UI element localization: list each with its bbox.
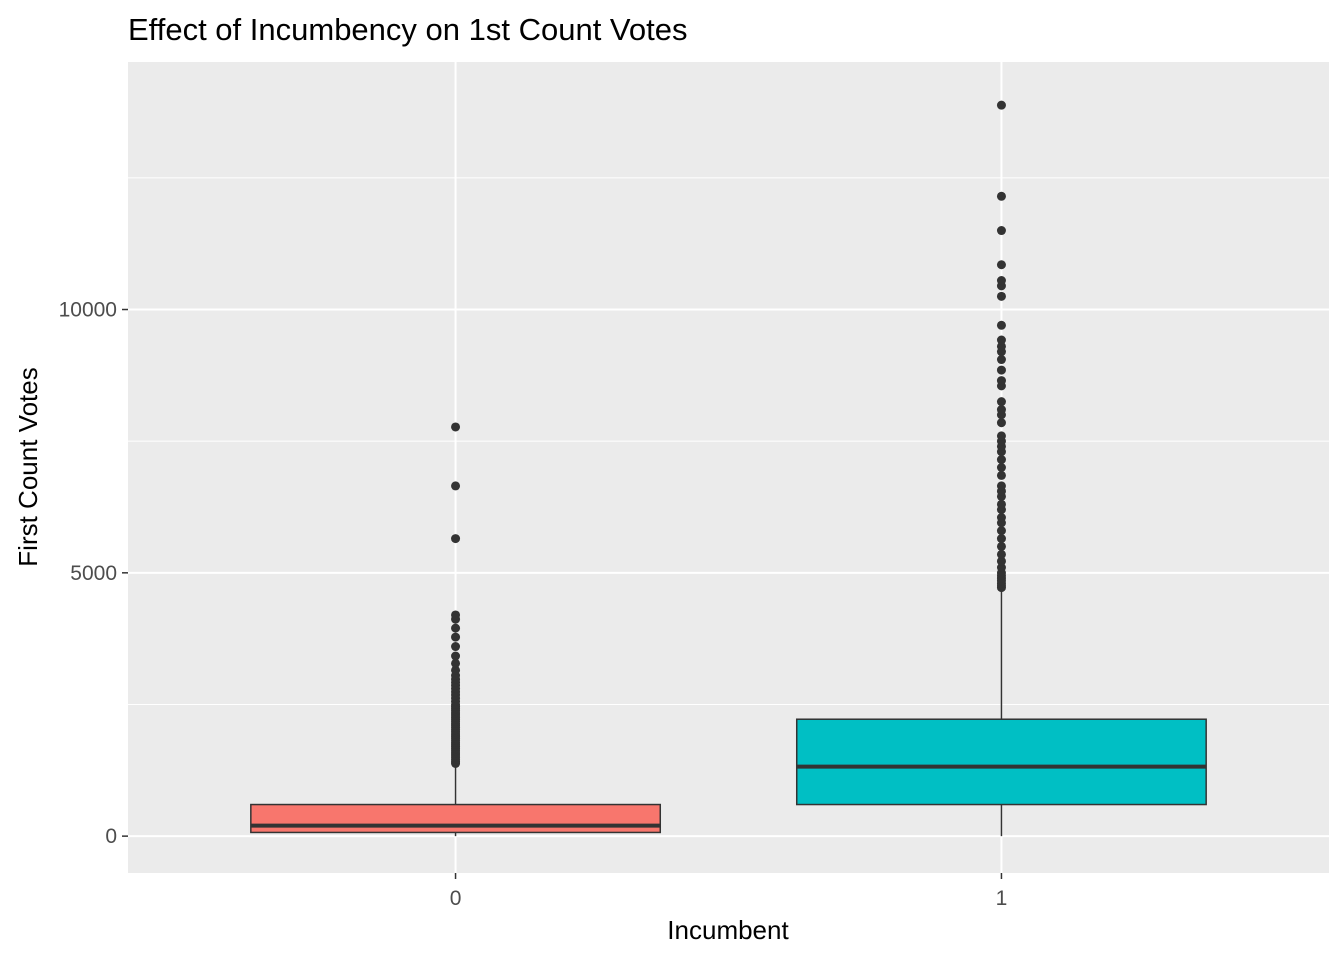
outlier-point — [996, 541, 1006, 551]
outlier-point — [996, 463, 1006, 472]
outlier-point — [996, 376, 1006, 386]
x-tick-label: 0 — [450, 887, 462, 910]
outlier-point — [996, 355, 1006, 365]
outlier-point — [996, 431, 1006, 441]
outlier-point — [451, 422, 461, 432]
y-tick-label: 5000 — [70, 562, 117, 585]
outlier-point — [996, 276, 1006, 286]
outlier-point — [996, 499, 1006, 509]
outlier-point — [996, 335, 1006, 345]
outlier-point — [451, 665, 461, 675]
outlier-point — [996, 191, 1006, 201]
box-1 — [795, 100, 1207, 837]
outlier-point — [451, 534, 461, 544]
outlier-point — [996, 260, 1006, 270]
y-tick-label: 10000 — [59, 299, 117, 322]
outlier-point — [451, 658, 461, 668]
box-0 — [250, 422, 662, 837]
outlier-point — [996, 470, 1006, 480]
outlier-point — [451, 651, 461, 661]
outlier-point — [996, 341, 1006, 351]
outlier-point — [996, 549, 1006, 559]
outlier-point — [451, 642, 461, 652]
chart-title: Effect of Incumbency on 1st Count Votes — [128, 12, 687, 47]
outlier-point — [451, 623, 461, 633]
outlier-point — [451, 632, 461, 642]
y-axis: 0 5000 10000 — [59, 299, 128, 848]
boxes — [250, 100, 1207, 837]
outlier-point — [996, 455, 1006, 465]
outlier-point — [451, 610, 461, 620]
outlier-point — [451, 481, 461, 491]
box-iqr — [250, 803, 662, 834]
outlier-point — [996, 526, 1006, 536]
outlier-point — [996, 226, 1006, 236]
outlier-point — [996, 365, 1006, 375]
outlier-point — [996, 397, 1006, 407]
y-tick-label: 0 — [105, 825, 117, 848]
outlier-point — [996, 320, 1006, 330]
outlier-point — [996, 563, 1006, 573]
box-iqr — [795, 718, 1207, 806]
outlier-point — [996, 405, 1006, 415]
x-axis-title: Incumbent — [667, 915, 789, 945]
outlier-point — [996, 100, 1006, 110]
outlier-point — [996, 513, 1006, 523]
outlier-point — [996, 418, 1006, 428]
x-tick-label: 1 — [996, 887, 1008, 910]
outlier-point — [996, 481, 1006, 491]
outlier-point — [996, 534, 1006, 544]
outlier-point — [996, 556, 1006, 566]
outlier-point — [996, 291, 1006, 301]
y-axis-title: First Count Votes — [13, 367, 43, 566]
